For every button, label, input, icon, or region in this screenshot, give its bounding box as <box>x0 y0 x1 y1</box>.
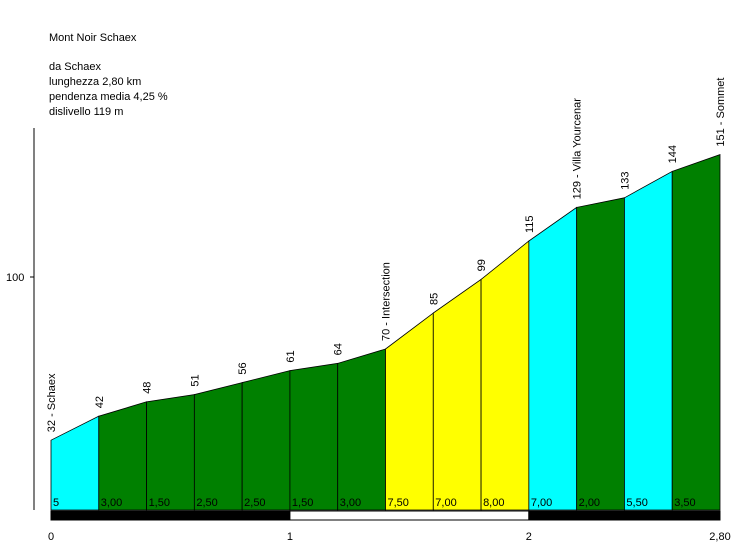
elevation-label-2: 48 <box>142 382 154 394</box>
elevation-label-10: 115 <box>524 215 536 233</box>
km-bar-1 <box>289 510 530 521</box>
elevation-label-5: 61 <box>285 350 297 362</box>
segment-12 <box>624 170 673 511</box>
gradient-label-1: 3,00 <box>101 497 122 509</box>
gradient-label-5: 1,50 <box>292 497 313 509</box>
gradient-label-9: 8,00 <box>483 497 504 509</box>
gradient-label-7: 7,50 <box>388 497 409 509</box>
x-tick-label-3: 2,80 <box>709 531 730 543</box>
elevation-label-1: 42 <box>94 396 106 408</box>
x-tick-label-1: 1 <box>287 531 293 543</box>
y-tick-label-0: 100 <box>6 272 24 284</box>
segment-0 <box>50 415 100 511</box>
gradient-label-0: 5 <box>53 497 59 509</box>
segment-5 <box>289 362 339 511</box>
segment-4 <box>241 370 291 511</box>
gradient-label-10: 7,00 <box>531 497 552 509</box>
segment-11 <box>576 197 625 511</box>
segment-2 <box>146 394 195 511</box>
elevation-label-12: 133 <box>619 171 631 189</box>
segment-9 <box>480 240 530 511</box>
segment-1 <box>98 401 147 511</box>
gradient-label-12: 5,50 <box>626 497 647 509</box>
km-bar-2 <box>528 510 721 521</box>
climb-elevation-gain: dislivello 119 m <box>49 106 124 118</box>
segment-10 <box>528 206 578 511</box>
gradient-label-11: 2,00 <box>579 497 600 509</box>
gradient-label-8: 7,00 <box>435 497 456 509</box>
chart-title: Mont Noir Schaex <box>49 32 137 44</box>
climb-start: da Schaex <box>49 61 101 73</box>
gradient-label-13: 3,50 <box>674 497 695 509</box>
climb-length: lunghezza 2,80 km <box>49 76 142 88</box>
climb-description: da Schaex lunghezza 2,80 km pendenza med… <box>49 60 168 120</box>
elevation-label-7: 70 - Intersection <box>381 262 393 341</box>
segment-13 <box>671 154 721 511</box>
elevation-label-6: 64 <box>333 343 345 355</box>
segment-3 <box>193 382 243 511</box>
segment-6 <box>337 348 386 511</box>
x-tick-label-2: 2 <box>526 531 532 543</box>
elevation-label-9: 99 <box>476 259 488 271</box>
x-tick-label-0: 0 <box>48 531 54 543</box>
elevation-label-13: 144 <box>667 145 679 163</box>
gradient-label-6: 3,00 <box>340 497 361 509</box>
gradient-label-3: 2,50 <box>196 497 217 509</box>
segment-8 <box>432 278 482 511</box>
segment-7 <box>385 312 434 511</box>
km-bar-0 <box>50 510 291 521</box>
elevation-label-0: 32 - Schaex <box>46 373 58 432</box>
gradient-label-4: 2,50 <box>244 497 265 509</box>
gradient-label-2: 1,50 <box>149 497 170 509</box>
elevation-label-3: 51 <box>189 374 201 386</box>
climb-average-gradient: pendenza media 4,25 % <box>49 91 168 103</box>
elevation-label-14: 151 - Sommet <box>715 78 727 147</box>
elevation-label-4: 56 <box>237 362 249 374</box>
elevation-label-11: 129 - Villa Yourcenar <box>572 98 584 200</box>
elevation-label-8: 85 <box>428 293 440 305</box>
